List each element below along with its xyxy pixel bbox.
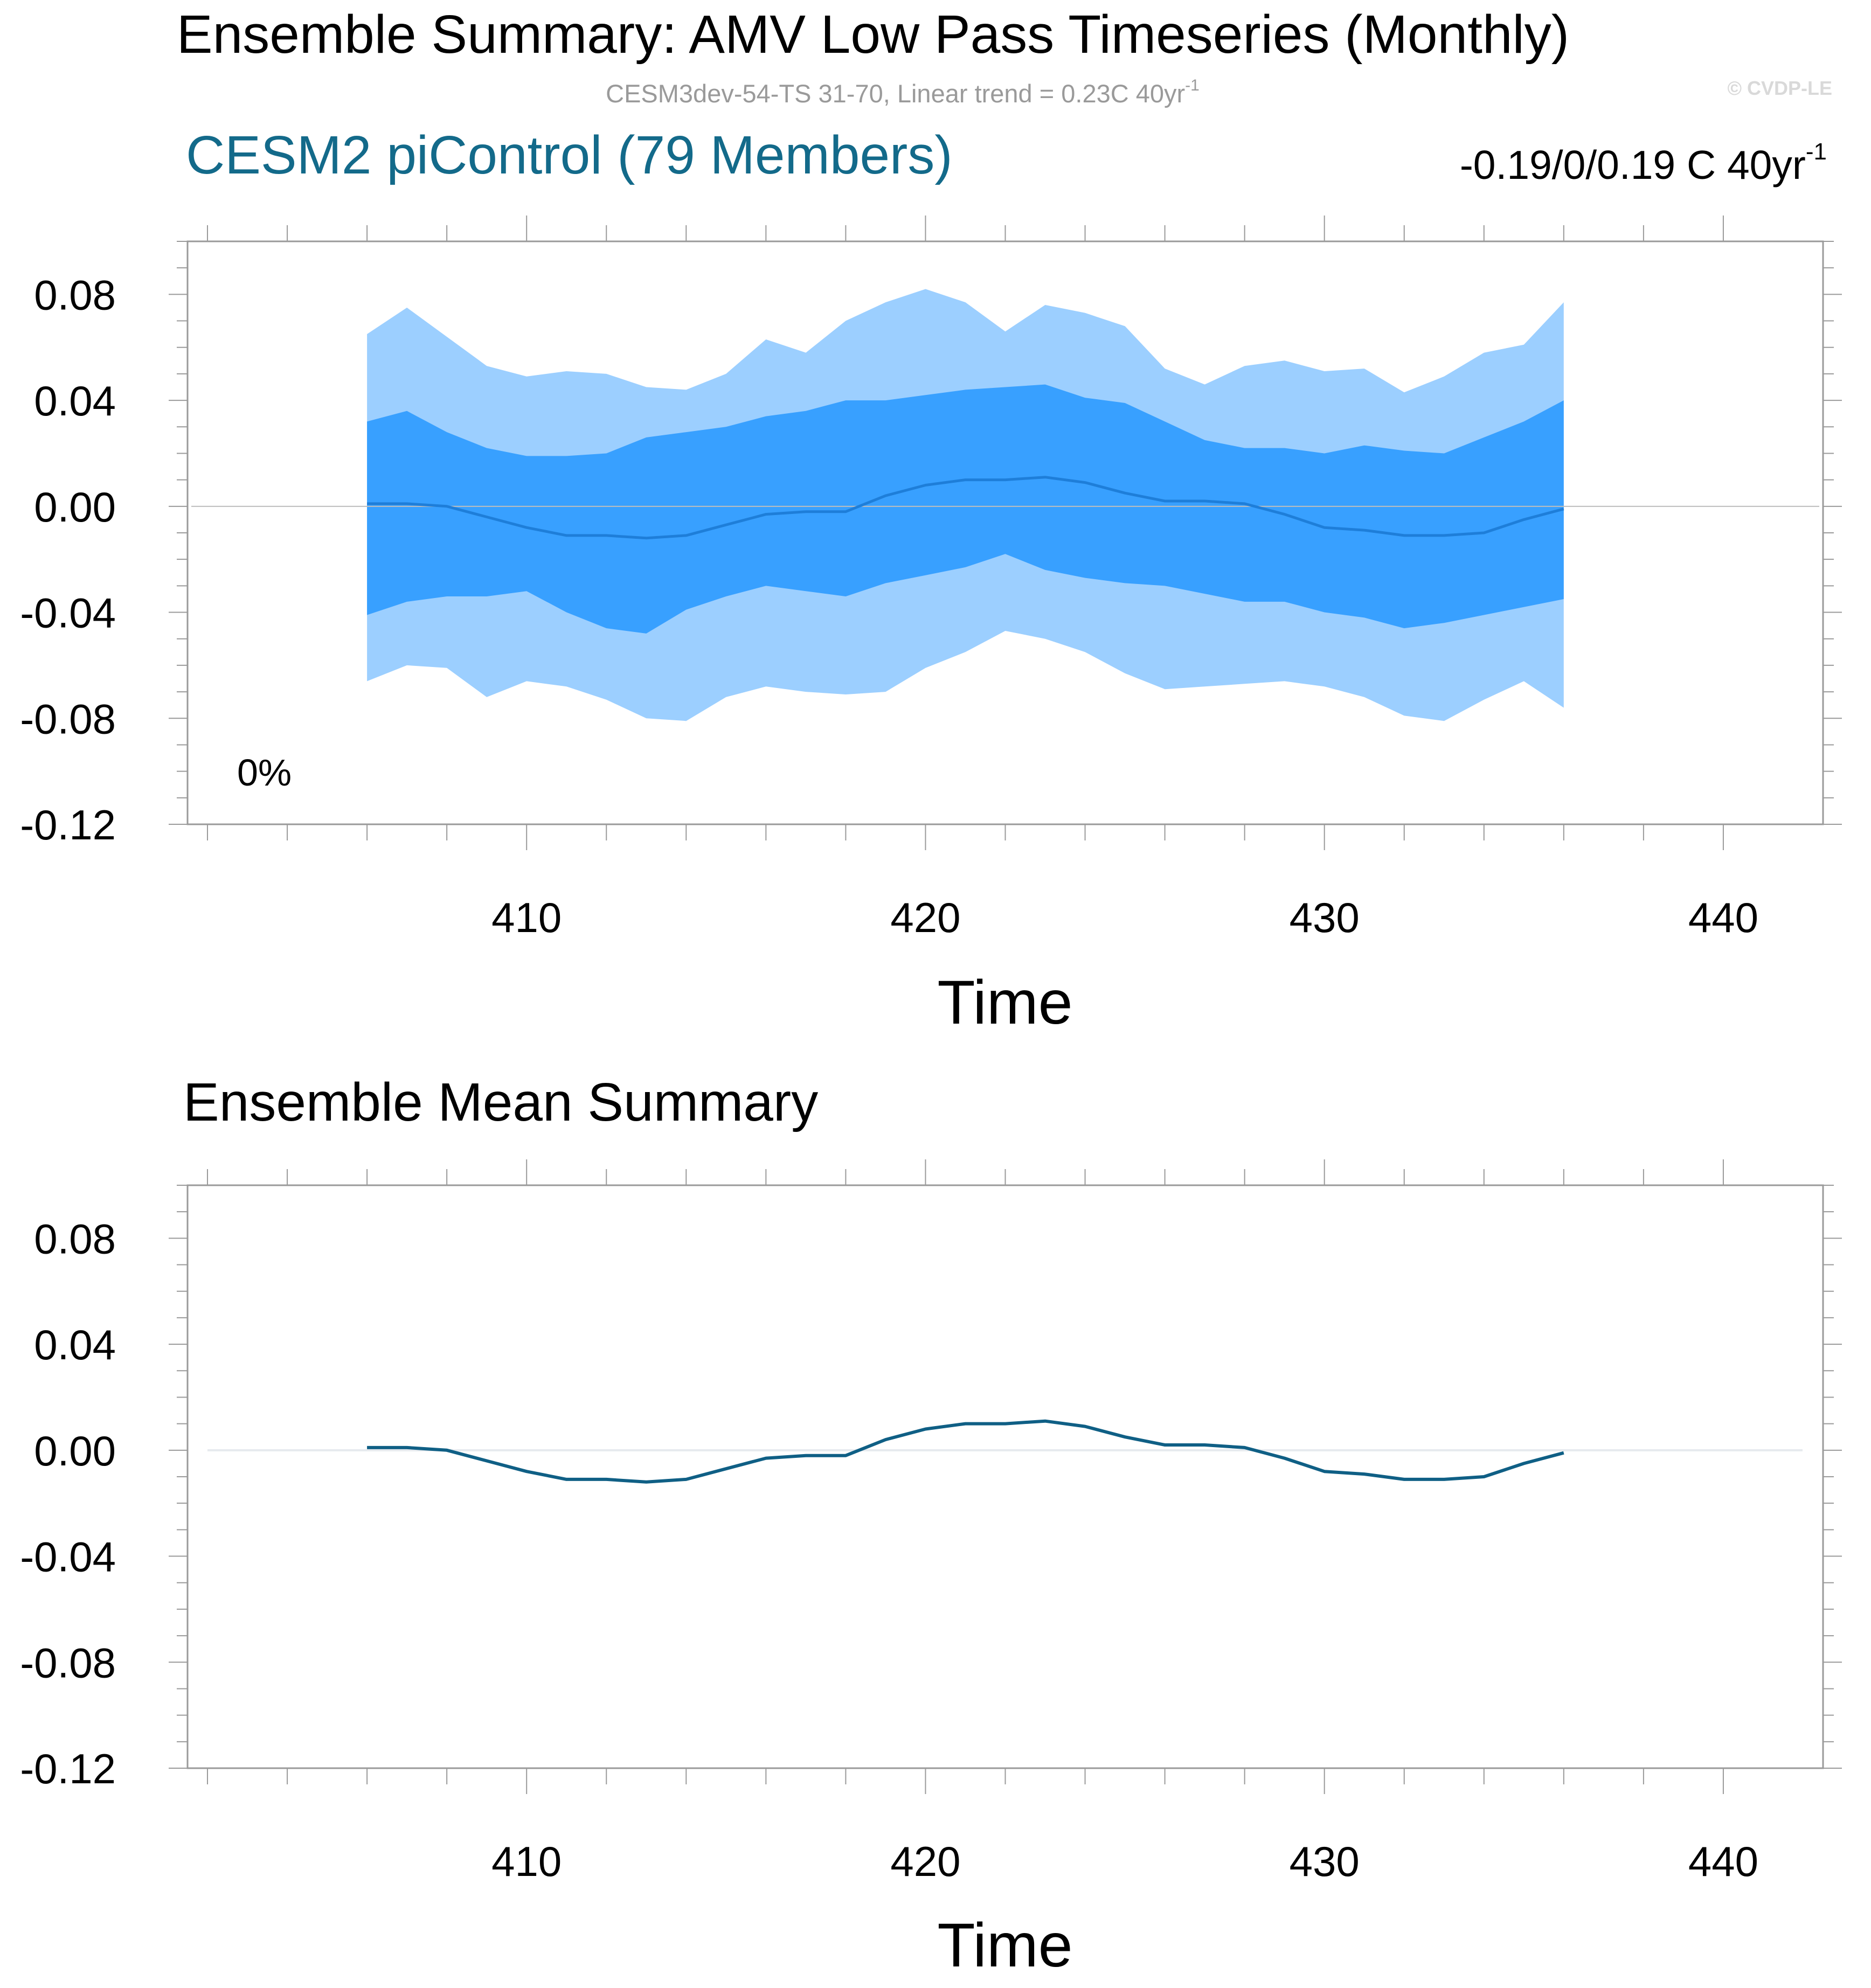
y-tick-label: -0.08 xyxy=(20,1639,116,1686)
figure-subtitle: CESM3dev-54-TS 31-70, Linear trend = 0.2… xyxy=(606,77,1200,108)
trend-range-text: -0.19/0/0.19 C 40yr xyxy=(1460,142,1806,187)
subtitle-text: CESM3dev-54-TS 31-70, Linear trend = 0.2… xyxy=(606,79,1185,108)
copyright-label: © CVDP-LE xyxy=(1727,77,1832,99)
y-tick-label: 0.08 xyxy=(34,1215,116,1262)
ensemble-spread-panel: CESM2 piControl (79 Members) -0.19/0/0.1… xyxy=(20,125,1842,1037)
mean-series-line xyxy=(367,1419,1564,1484)
y-tick-label: 0.08 xyxy=(34,271,116,318)
y-tick-label: -0.04 xyxy=(20,589,116,637)
ensemble-spread-axes: 0.08 0.04 0.00 -0.04 -0.08 -0.12 410 420 430 440 xyxy=(20,216,1842,941)
x-tick-label: 420 xyxy=(890,1838,960,1885)
figure-title: Ensemble Summary: AMV Low Pass Timeserie… xyxy=(177,4,1569,65)
y-tick-label: -0.08 xyxy=(20,695,116,742)
percent-annotation: 0% xyxy=(237,752,292,794)
x-tick-label: 430 xyxy=(1290,1838,1360,1885)
ensemble-mean-data xyxy=(207,1419,1803,1484)
ensemble-spread-data xyxy=(191,289,1819,721)
mean-series-line xyxy=(367,476,1564,540)
x-tick-label: 430 xyxy=(1290,894,1360,941)
x-axis-label-top: Time xyxy=(937,968,1072,1037)
x-tick-label: 410 xyxy=(491,894,562,941)
y-tick-label: -0.12 xyxy=(20,1745,116,1792)
plot-frame-bottom xyxy=(186,1184,1824,1769)
dataset-title: CESM2 piControl (79 Members) xyxy=(186,125,953,185)
y-tick-label: 0.00 xyxy=(34,1427,116,1475)
y-tick-label: 0.04 xyxy=(34,377,116,425)
band-p10-p90 xyxy=(367,384,1564,634)
x-tick-label: 440 xyxy=(1688,894,1758,941)
plot-frame-top xyxy=(186,240,1824,825)
y-tick-label: -0.04 xyxy=(20,1533,116,1581)
y-tick-label: -0.12 xyxy=(20,801,116,849)
x-tick-label: 420 xyxy=(890,894,960,941)
x-tick-label: 440 xyxy=(1688,1838,1758,1885)
y-tick-label: 0.00 xyxy=(34,483,116,531)
trend-range-label: -0.19/0/0.19 C 40yr-1 xyxy=(1460,138,1827,187)
trend-range-superscript: -1 xyxy=(1806,138,1827,165)
y-tick-label: 0.04 xyxy=(34,1321,116,1368)
ensemble-mean-title: Ensemble Mean Summary xyxy=(183,1072,818,1132)
x-tick-label: 410 xyxy=(491,1838,562,1885)
ensemble-mean-axes: 0.08 0.04 0.00 -0.04 -0.08 -0.12 410 420 430 440 xyxy=(20,1159,1842,1885)
ensemble-mean-panel: Ensemble Mean Summary 0.08 0.04 0.00 -0.04 -… xyxy=(20,1072,1842,1980)
subtitle-superscript: -1 xyxy=(1185,77,1200,94)
x-axis-label-bottom: Time xyxy=(937,1911,1072,1980)
